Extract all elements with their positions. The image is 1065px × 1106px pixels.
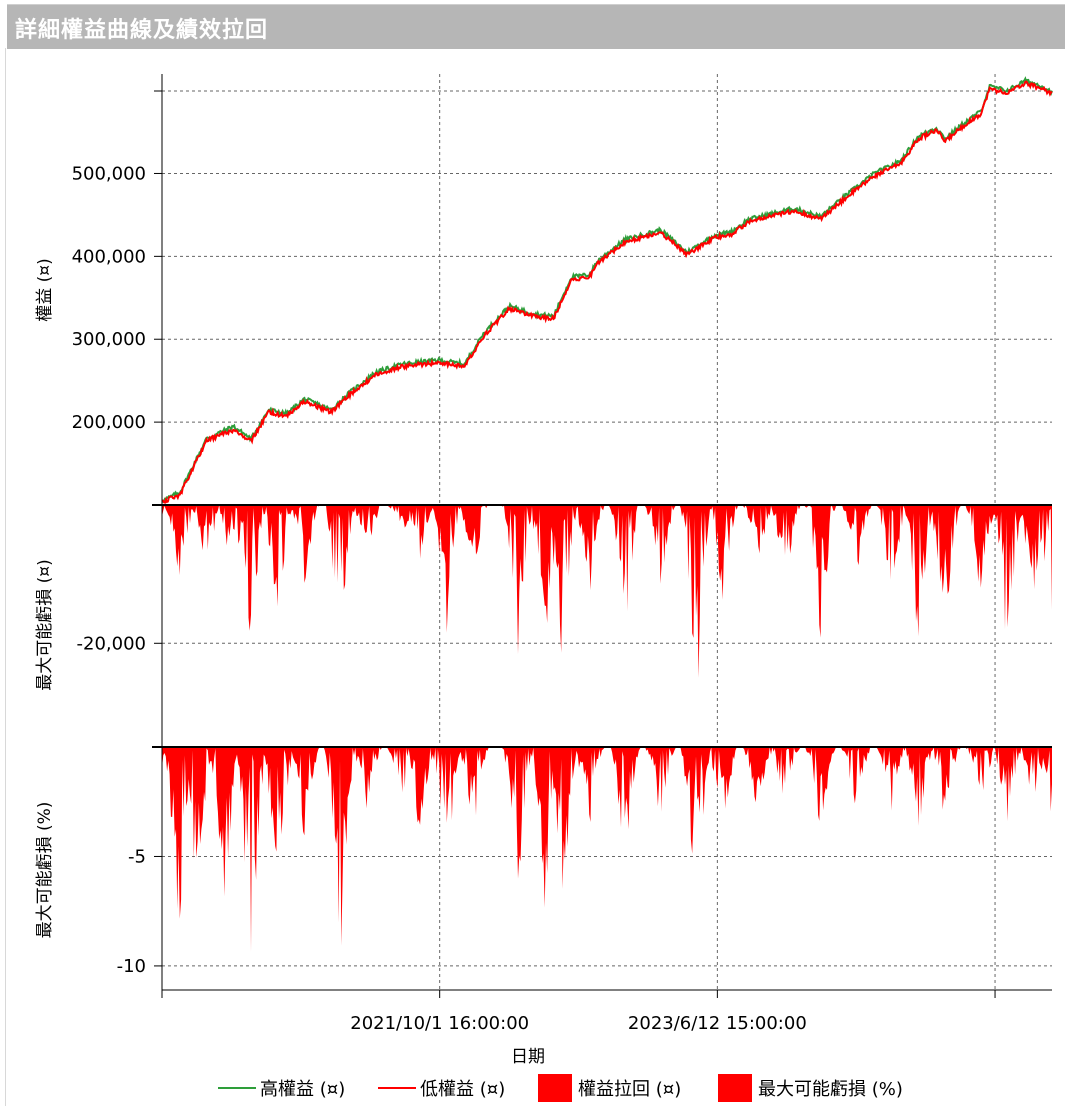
- y-tick-label: 200,000: [72, 412, 146, 433]
- high-equity-line: [162, 76, 1053, 503]
- legend-item-equity-drawdown[interactable]: 權益拉回 (¤): [538, 1072, 681, 1104]
- x-tick-label: 2023/6/12 15:00:00: [628, 1013, 807, 1034]
- legend-box-icon: [538, 1074, 572, 1102]
- window-title: 詳細權益曲線及績效拉回: [15, 18, 269, 43]
- window-border: [5, 48, 6, 1106]
- legend-label: 最大可能虧損 (%): [758, 1079, 903, 1100]
- legend-line-icon: [218, 1087, 256, 1089]
- y-tick-label: -5: [128, 846, 146, 867]
- equity-y-axis-label: 權益 (¤): [35, 258, 55, 321]
- title-bar: 詳細權益曲線及績效拉回: [7, 4, 1065, 49]
- x-tick-label: 2021/10/1 16:00:00: [350, 1013, 529, 1034]
- y-tick-label: 400,000: [72, 246, 146, 267]
- y-tick-label: 300,000: [72, 329, 146, 350]
- legend-label: 低權益 (¤): [420, 1079, 506, 1100]
- x-axis-label: 日期: [511, 1047, 545, 1067]
- legend-item-high-equity[interactable]: 高權益 (¤): [218, 1072, 345, 1104]
- legend: 高權益 (¤) 低權益 (¤) 權益拉回 (¤) 最大可能虧損 (%): [0, 1072, 1065, 1104]
- equity-drawdown-chart: 200,000 300,000 400,000 500,000 -20,000 -5 -10…: [35, 74, 1053, 1067]
- legend-label: 高權益 (¤): [260, 1079, 346, 1100]
- legend-line-icon: [378, 1087, 416, 1089]
- drawdown-amount-y-axis-label: 最大可能虧損 (¤): [35, 559, 55, 690]
- legend-label: 權益拉回 (¤): [578, 1079, 682, 1100]
- grid-layer: [162, 74, 1052, 990]
- data-layer: [161, 76, 1053, 952]
- legend-box-icon: [718, 1074, 752, 1102]
- max-drawdown-percent-area: [162, 747, 1052, 952]
- low-equity-line: [161, 80, 1053, 504]
- drawdown-percent-y-axis-label: 最大可能虧損 (%): [35, 802, 55, 939]
- axis-layer: 200,000 300,000 400,000 500,000 -20,000 -5 -10: [72, 74, 1052, 998]
- y-tick-label: 500,000: [72, 163, 146, 184]
- y-tick-label: -20,000: [77, 633, 146, 654]
- legend-item-max-drawdown-percent[interactable]: 最大可能虧損 (%): [718, 1072, 903, 1104]
- y-tick-label: -10: [117, 956, 146, 977]
- equity-drawdown-area: [162, 505, 1052, 678]
- legend-item-low-equity[interactable]: 低權益 (¤): [378, 1072, 505, 1104]
